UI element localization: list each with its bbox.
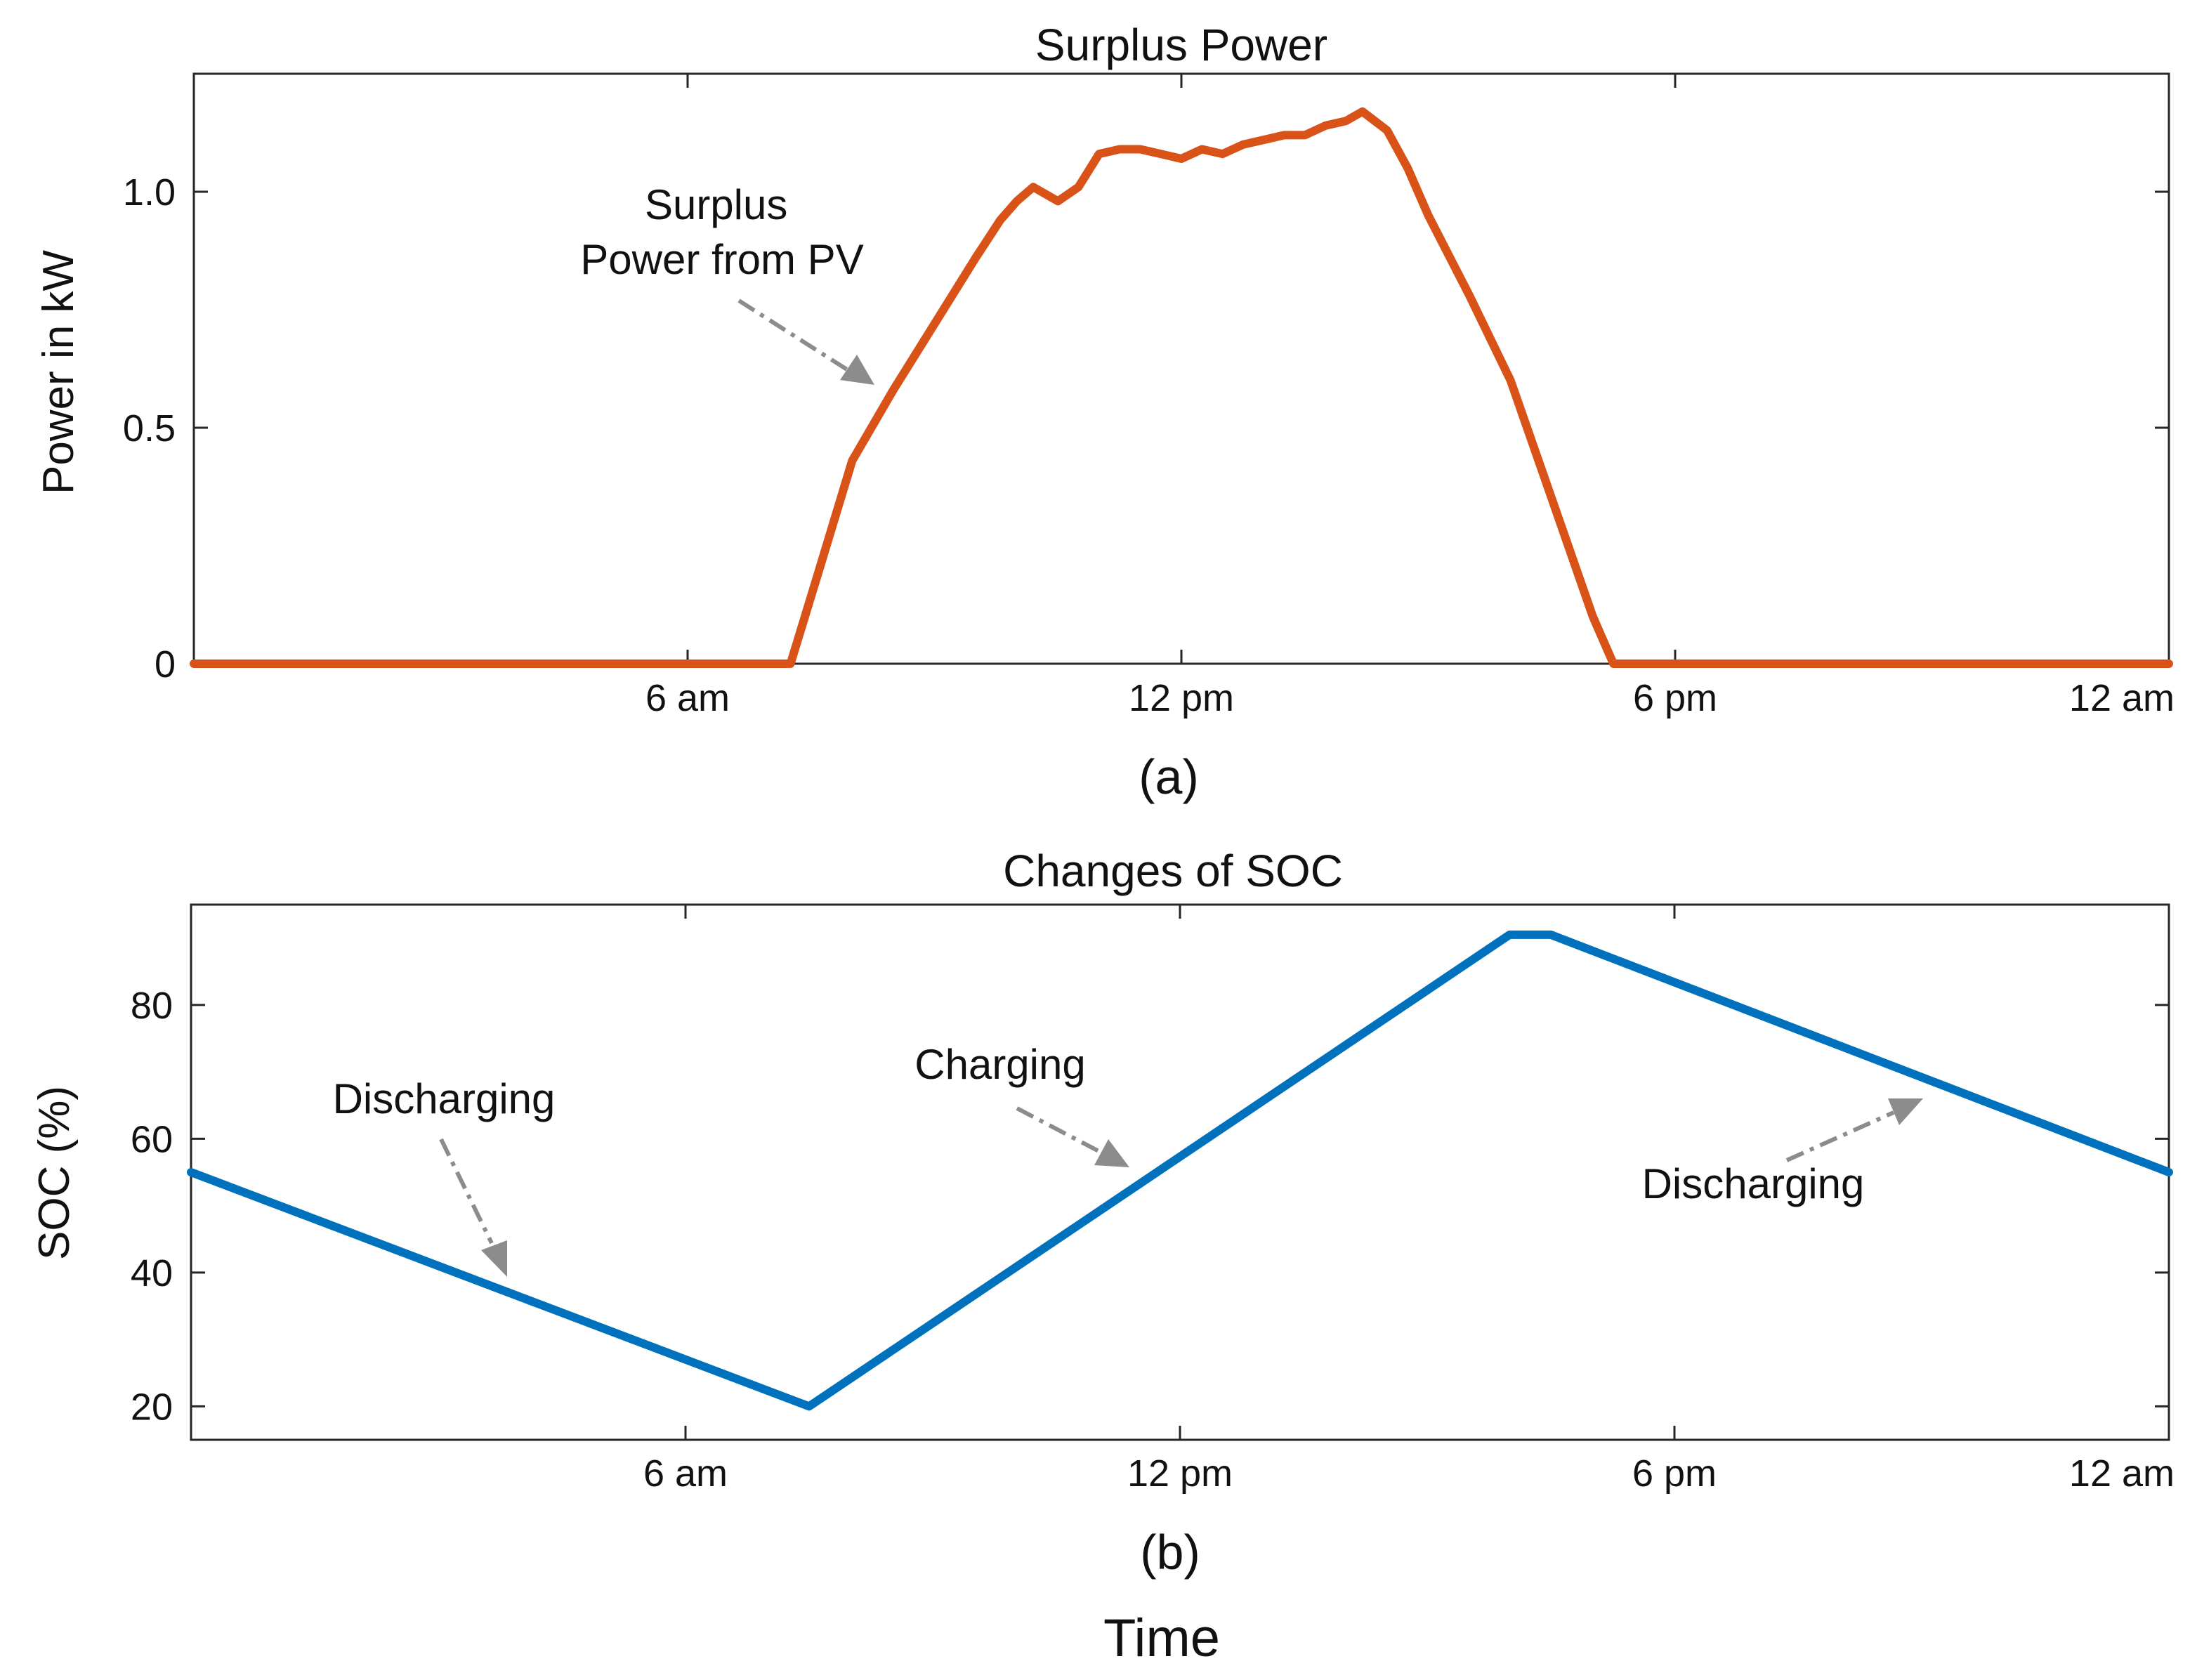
chart-title: Changes of SOC [1003,846,1343,896]
panel-surplus-power: Surplus Power 6 am 12 pm 6 pm 12 am00.51.0 … [34,20,2175,804]
annotation-arrow [1016,1106,1129,1167]
y-tick-label: 40 [131,1252,173,1294]
annotation-charging: Charging [914,1041,1086,1088]
axis-ticks [191,905,2170,1440]
x-axis-label: Time [1103,1608,1220,1668]
y-tick-label: 20 [131,1386,173,1428]
soc-line [187,930,2173,1411]
x-tick-label: 6 am [643,1452,728,1495]
y-tick-label: 1.0 [123,171,176,214]
x-tick-label: 6 pm [1633,677,1717,719]
annotation-arrow [737,298,874,385]
y-axis-label: SOC (%) [30,1086,79,1260]
x-tick-label: 12 pm [1127,1452,1233,1495]
y-axis-label: Power in kW [34,250,83,494]
y-tick-label: 0 [155,643,176,685]
tick-labels: 6 am 12 pm 6 pm 12 am 0 0.5 1.0 [123,171,2175,719]
plot-area-frame [190,903,2170,1441]
x-tick-label: 6 am [645,677,730,719]
surplus-power-line [190,107,2173,668]
arrow-head [840,355,874,385]
x-tick-label: 12 am [2069,677,2175,719]
y-tick-label: 60 [131,1118,173,1160]
annotation-arrow [439,1138,507,1277]
annotation-surplus-power: Surplus Power from PV [580,181,863,283]
tick-labels: 6 am 12 pm 6 pm 12 am 20 40 60 80 [131,985,2175,1495]
annotation-discharging-evening: Discharging [1642,1160,1865,1207]
annotation-line-2: Power from PV [580,236,863,283]
y-tick-label: 0.5 [123,407,176,449]
arrow-head [1094,1139,1129,1167]
panel-soc: Changes of SOC 6 am 12 pm 6 pm 12 am 20 40 60 8… [30,846,2175,1580]
panel-caption: (b) [1140,1525,1200,1580]
annotation-arrow [1785,1098,1923,1162]
arrow-head [481,1240,507,1277]
annotation-line-1: Surplus [645,181,787,228]
panel-caption: (a) [1139,749,1199,804]
x-tick-label: 12 pm [1129,677,1234,719]
arrow-head [1888,1098,1923,1125]
x-tick-label: 6 pm [1632,1452,1717,1495]
annotation-discharging-morning: Discharging [333,1075,556,1122]
x-tick-label: 12 am [2069,1452,2175,1495]
chart-title: Surplus Power [1035,20,1327,70]
y-tick-label: 80 [131,985,173,1027]
